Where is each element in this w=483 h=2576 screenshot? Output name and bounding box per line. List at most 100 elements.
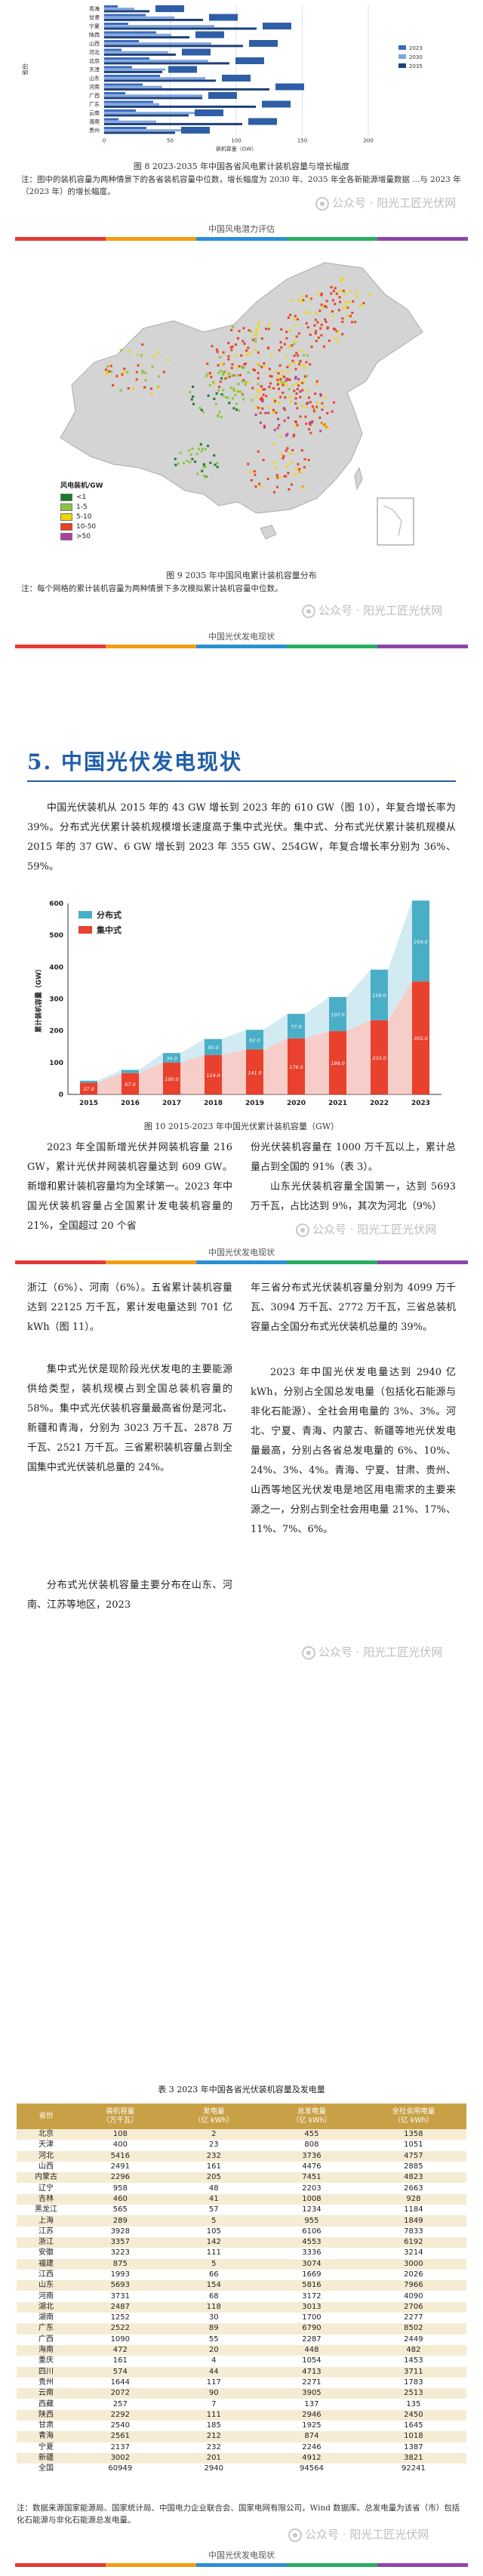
table-row: 浙江 3357 142 4553 6192 xyxy=(17,2236,466,2248)
map-grid-cell xyxy=(315,340,318,343)
table-cell: 565 xyxy=(75,2205,165,2216)
map-grid-cell xyxy=(305,361,308,364)
map-grid-cell xyxy=(305,423,308,426)
map-grid-cell xyxy=(283,419,286,422)
map-grid-cell xyxy=(285,331,288,334)
table-cell: 955 xyxy=(263,2215,361,2227)
map-grid-cell xyxy=(242,393,245,396)
map-grid-cell xyxy=(302,364,305,367)
x-tick-label: 2018 xyxy=(204,1100,223,1107)
table-cell: 2072 xyxy=(75,2388,165,2399)
centralized-band xyxy=(222,1049,246,1094)
x-tick-label: 2015 xyxy=(79,1100,98,1107)
table-row: 江苏 3928 105 6106 7833 xyxy=(17,2226,466,2237)
table-cell: 新疆 xyxy=(17,2452,76,2464)
map-grid-cell xyxy=(274,399,277,402)
hainan-island xyxy=(260,525,277,540)
legend-label: 2035 xyxy=(409,63,423,69)
map-grid-cell xyxy=(215,392,218,395)
x-tick-label: 2021 xyxy=(328,1100,347,1107)
map-grid-cell xyxy=(270,354,273,357)
table-cell: 2287 xyxy=(263,2334,361,2345)
table-cell: 3357 xyxy=(75,2236,165,2248)
map-grid-cell xyxy=(319,429,322,432)
table-cell: 2277 xyxy=(360,2313,466,2324)
map-grid-cell xyxy=(261,398,264,401)
map-grid-cell xyxy=(294,473,297,476)
bar-2023 xyxy=(104,118,118,121)
map-grid-cell xyxy=(297,299,300,302)
map-grid-cell xyxy=(368,293,371,296)
table-cell: 7966 xyxy=(360,2280,466,2291)
table-cell: 90 xyxy=(165,2388,263,2399)
map-grid-cell xyxy=(341,306,344,309)
map-grid-cell xyxy=(321,402,324,405)
map-grid-cell xyxy=(109,370,112,373)
map-grid-cell xyxy=(218,411,221,414)
section-title: 5. 中国光伏发电现状 xyxy=(27,749,242,774)
map-grid-cell xyxy=(256,328,259,331)
map-grid-cell xyxy=(149,392,152,395)
centralized-value-label: 124.0 xyxy=(206,1073,220,1079)
map-grid-cell xyxy=(230,349,233,352)
map-grid-cell xyxy=(190,398,193,401)
map-grid-cell xyxy=(259,398,262,401)
map-grid-cell xyxy=(144,379,147,382)
map-grid-cell xyxy=(189,453,192,456)
wechat-icon xyxy=(302,1645,315,1660)
map-grid-cell xyxy=(232,374,235,377)
table-cell: 7451 xyxy=(263,2172,361,2184)
map-grid-cell xyxy=(157,386,160,389)
map-grid-cell xyxy=(247,346,250,349)
table-cell: 江西 xyxy=(17,2269,76,2281)
map-grid-cell xyxy=(341,320,344,323)
map-legend: 风电装机/GW <1 1-5 5-10 10-50 >50 xyxy=(60,480,128,541)
map-grid-cell xyxy=(135,371,138,374)
map-grid-cell xyxy=(285,355,288,359)
table-cell: 6106 xyxy=(263,2226,361,2237)
map-grid-cell xyxy=(293,318,296,321)
map-grid-cell xyxy=(303,354,306,357)
table-cell: 湖北 xyxy=(17,2301,76,2313)
map-grid-cell xyxy=(204,475,207,479)
map-grid-cell xyxy=(321,408,324,411)
map-grid-cell xyxy=(286,465,289,468)
map-grid-cell xyxy=(294,426,297,429)
table-row: 四川 574 44 4713 3711 xyxy=(17,2366,466,2377)
map-grid-cell xyxy=(222,351,225,354)
map-grid-cell xyxy=(293,433,296,436)
map-grid-cell xyxy=(262,388,265,391)
section-intro: 中国光伏装机从 2015 年的 43 GW 增长到 2023 年的 610 GW… xyxy=(27,802,456,873)
table-row: 重庆 161 4 1054 1453 xyxy=(17,2356,466,2367)
map-grid-cell xyxy=(293,362,296,365)
centralized-value-label: 141.0 xyxy=(248,1069,262,1076)
growth-badge xyxy=(181,127,210,134)
map-grid-cell xyxy=(288,378,291,381)
growth-badge xyxy=(168,66,197,73)
map-grid-cell xyxy=(347,315,350,318)
map-grid-cell xyxy=(230,328,233,331)
map-grid-cell xyxy=(257,390,260,393)
legend-swatch xyxy=(78,911,92,919)
bar-2023 xyxy=(104,14,146,17)
map-grid-cell xyxy=(281,383,285,386)
map-legend-label: 5-10 xyxy=(76,512,92,521)
table-cell: 212 xyxy=(165,2431,263,2442)
map-grid-cell xyxy=(301,381,304,384)
map-grid-cell xyxy=(260,365,263,368)
map-grid-cell xyxy=(127,387,130,390)
map-grid-cell xyxy=(202,466,205,469)
table-cell: 山东 xyxy=(17,2280,76,2291)
bar-2023 xyxy=(104,40,139,42)
map-grid-cell xyxy=(256,362,259,365)
map-grid-cell xyxy=(251,399,254,402)
map-grid-cell xyxy=(213,397,216,400)
map-grid-cell xyxy=(286,365,289,368)
table-cell: 472 xyxy=(75,2344,165,2356)
map-grid-cell xyxy=(198,407,202,410)
centralized-band xyxy=(263,1038,288,1094)
table-cell: 5693 xyxy=(75,2280,165,2291)
map-grid-cell xyxy=(267,346,270,349)
side-label: 省份 xyxy=(21,63,29,75)
map-grid-cell xyxy=(281,369,285,372)
